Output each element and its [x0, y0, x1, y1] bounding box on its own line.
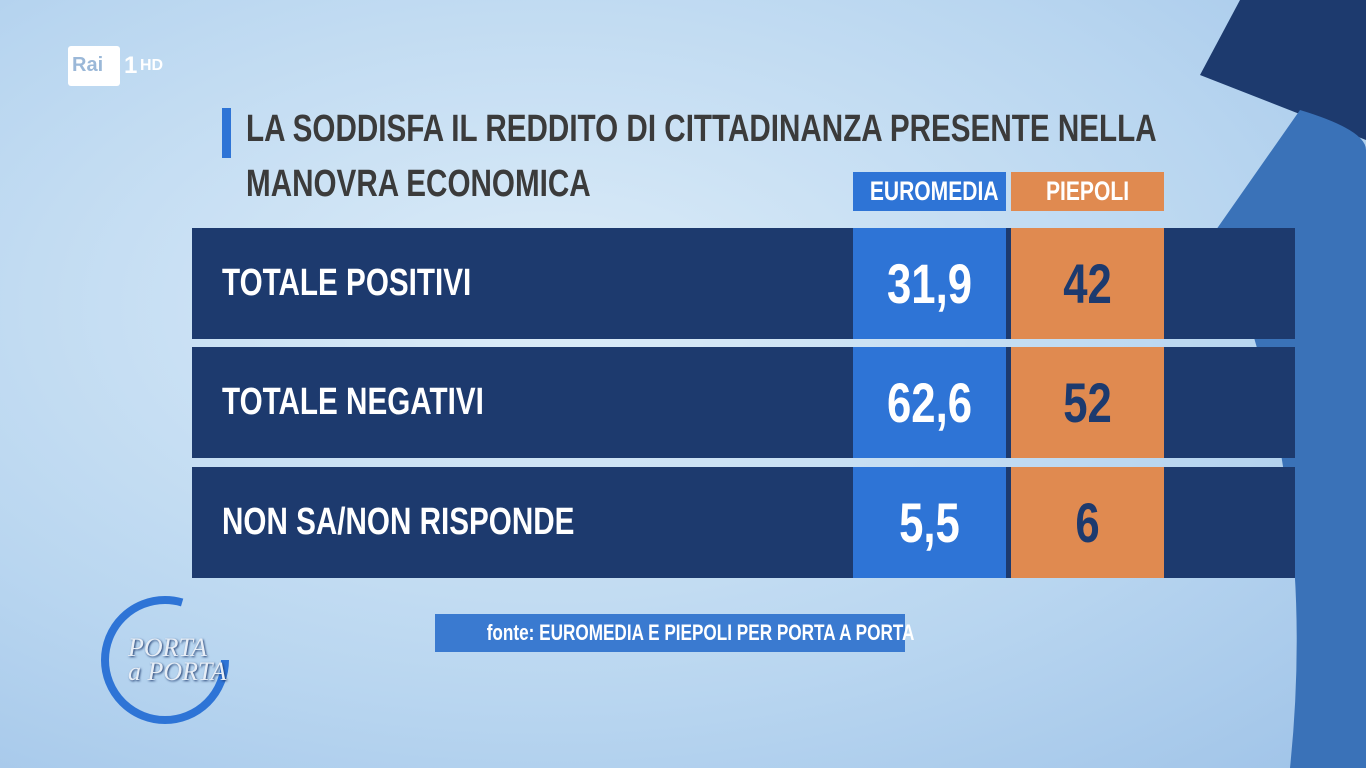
piepoli-cell: 6	[1011, 467, 1164, 578]
column-header-text: PIEPOLI	[1045, 176, 1130, 206]
value: 42	[1063, 252, 1112, 315]
show-logo-line: a PORTA	[128, 657, 227, 686]
title-line: MANOVRA ECONOMICA	[246, 163, 591, 205]
channel-logo: Rai	[68, 46, 120, 86]
table-row: TOTALE POSITIVI 31,9 42	[192, 228, 1295, 339]
value: 62,6	[886, 371, 973, 434]
show-logo-line: PORTA	[128, 633, 207, 662]
row-label: TOTALE POSITIVI	[222, 262, 472, 304]
euromedia-cell: 31,9	[853, 228, 1006, 339]
value: 6	[1075, 491, 1100, 554]
table-row: NON SA/NON RISPONDE 5,5 6	[192, 467, 1295, 578]
column-header-text: EUROMEDIA	[869, 176, 999, 206]
column-header: PIEPOLI	[1011, 172, 1164, 211]
value: 5,5	[899, 491, 960, 554]
piepoli-cell: 42	[1011, 228, 1164, 339]
table-row: TOTALE NEGATIVI 62,6 52	[192, 347, 1295, 458]
value: 52	[1063, 371, 1112, 434]
row-label: TOTALE NEGATIVI	[222, 381, 484, 423]
row-label: NON SA/NON RISPONDE	[222, 501, 575, 543]
title-accent	[222, 108, 231, 158]
channel-number: 1	[124, 52, 138, 79]
value: 31,9	[886, 252, 973, 315]
euromedia-cell: 62,6	[853, 347, 1006, 458]
title-line: LA SODDISFA IL REDDITO DI CITTADINANZA P…	[246, 108, 1157, 150]
column-header: EUROMEDIA	[853, 172, 1006, 211]
show-logo: PORTA a PORTA	[128, 633, 227, 686]
source-box: fonte: EUROMEDIA E PIEPOLI PER PORTA A P…	[435, 614, 915, 652]
channel-name: Rai	[72, 54, 104, 76]
channel-quality: HD	[140, 57, 164, 74]
piepoli-cell: 52	[1011, 347, 1164, 458]
source: fonte: EUROMEDIA E PIEPOLI PER PORTA A P…	[486, 620, 915, 645]
euromedia-cell: 5,5	[853, 467, 1006, 578]
